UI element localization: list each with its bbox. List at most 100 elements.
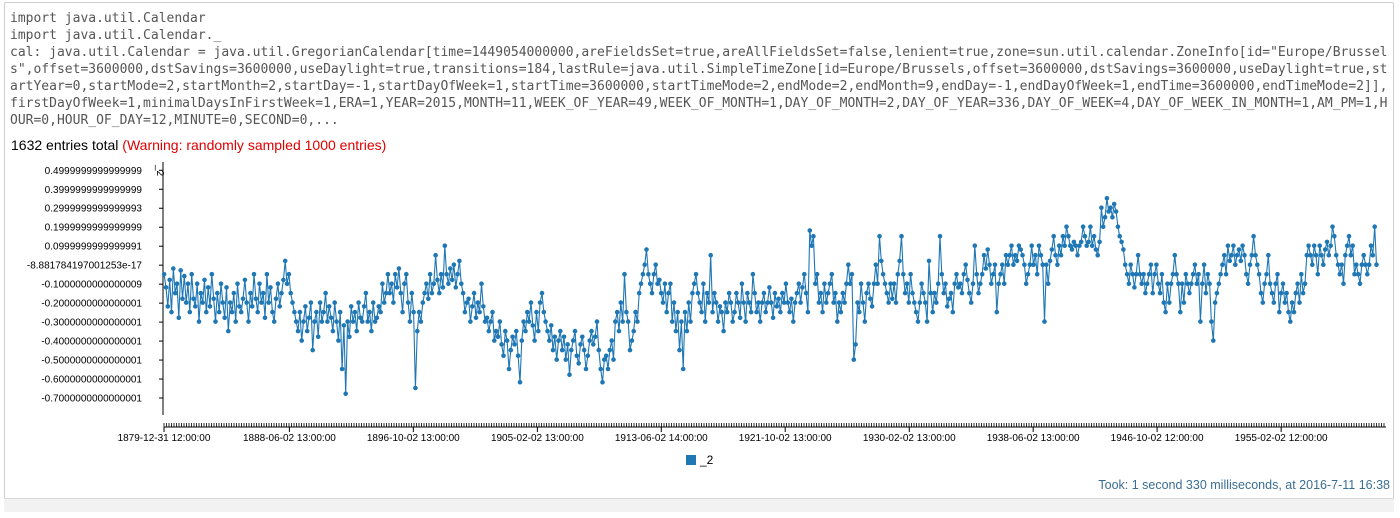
data-point: [686, 300, 691, 305]
data-point: [314, 309, 319, 315]
data-point: [895, 271, 901, 277]
data-point: [227, 300, 233, 305]
data-point: [800, 285, 805, 290]
data-point: [957, 281, 963, 287]
data-point: [724, 309, 730, 315]
data-point: [776, 296, 781, 302]
data-point: [493, 328, 499, 334]
x-tick-label: 1938-06-02 13:00:00: [987, 433, 1080, 444]
data-point: [508, 347, 514, 353]
data-point: [785, 300, 791, 305]
data-point: [594, 319, 600, 324]
data-point: [589, 328, 594, 334]
data-point: [330, 328, 336, 334]
data-point: [682, 309, 688, 315]
data-point: [723, 300, 728, 305]
data-point: [1315, 271, 1321, 277]
data-point: [868, 296, 873, 302]
data-point: [392, 271, 398, 277]
data-point: [554, 357, 559, 362]
data-point: [400, 309, 405, 315]
data-point: [917, 300, 923, 305]
data-point: [855, 300, 860, 305]
data-point: [1034, 271, 1040, 277]
data-point: [840, 290, 846, 296]
data-point: [1328, 243, 1333, 248]
data-point: [174, 281, 180, 287]
data-point: [187, 309, 193, 315]
data-point: [1289, 300, 1295, 305]
data-point: [798, 300, 803, 305]
data-point: [361, 304, 367, 309]
data-point: [805, 309, 811, 315]
data-point: [350, 319, 356, 324]
data-point: [811, 233, 816, 239]
data-point: [348, 304, 354, 309]
data-point: [1044, 262, 1049, 268]
data-point: [1071, 239, 1077, 245]
data-point: [967, 290, 972, 296]
data-point: [1247, 262, 1253, 268]
data-point: [1097, 239, 1102, 245]
data-point: [746, 300, 752, 305]
data-point: [273, 296, 279, 302]
x-tick-label: 1921-10-02 13:00:00: [739, 433, 832, 444]
data-point: [440, 285, 446, 290]
data-point: [293, 319, 299, 324]
data-point: [277, 304, 283, 309]
data-point: [514, 328, 519, 334]
data-point: [238, 309, 244, 315]
data-point: [592, 334, 598, 340]
data-point: [1189, 281, 1194, 287]
data-point: [299, 338, 305, 343]
data-point: [1183, 271, 1189, 277]
data-point: [759, 300, 765, 305]
data-point: [943, 281, 948, 287]
data-point: [295, 328, 301, 334]
data-point: [499, 342, 504, 347]
data-point: [363, 290, 369, 296]
data-point: [374, 315, 380, 321]
data-point: [504, 338, 510, 343]
data-point: [620, 319, 625, 324]
data-point: [1319, 252, 1324, 258]
data-point: [1005, 262, 1011, 268]
data-point: [884, 290, 890, 296]
data-point: [640, 271, 646, 277]
data-point: [1255, 262, 1260, 268]
data-point: [646, 271, 651, 277]
data-point: [369, 328, 374, 334]
data-point: [816, 300, 822, 305]
data-point: [424, 281, 429, 287]
data-point: [846, 262, 851, 268]
data-point: [737, 315, 743, 321]
data-point: [791, 319, 796, 324]
data-point: [422, 290, 427, 296]
data-point: [490, 309, 495, 315]
data-point: [913, 309, 919, 315]
data-point: [304, 328, 310, 334]
data-point: [820, 309, 825, 315]
data-point: [477, 309, 482, 315]
data-point: [1167, 300, 1172, 305]
data-point: [1317, 243, 1322, 248]
legend[interactable]: _2: [686, 453, 714, 467]
data-point: [935, 281, 941, 287]
data-point: [644, 247, 649, 252]
data-point: [426, 296, 431, 302]
data-point: [215, 290, 220, 296]
data-point: [503, 328, 508, 334]
data-point: [358, 315, 363, 321]
x-axis: 1879-12-31 12:00:00 1888-06-02 13:00:00 18…: [118, 423, 1386, 444]
data-point: [196, 319, 202, 324]
data-point: [1144, 281, 1150, 287]
data-point: [572, 328, 578, 334]
data-point: [853, 342, 858, 347]
data-point: [455, 271, 460, 277]
data-point: [1212, 300, 1218, 305]
data-point: [517, 380, 523, 385]
data-point: [783, 281, 789, 287]
data-point: [1269, 290, 1275, 296]
plot-area: [161, 196, 1379, 397]
data-point: [660, 300, 666, 305]
